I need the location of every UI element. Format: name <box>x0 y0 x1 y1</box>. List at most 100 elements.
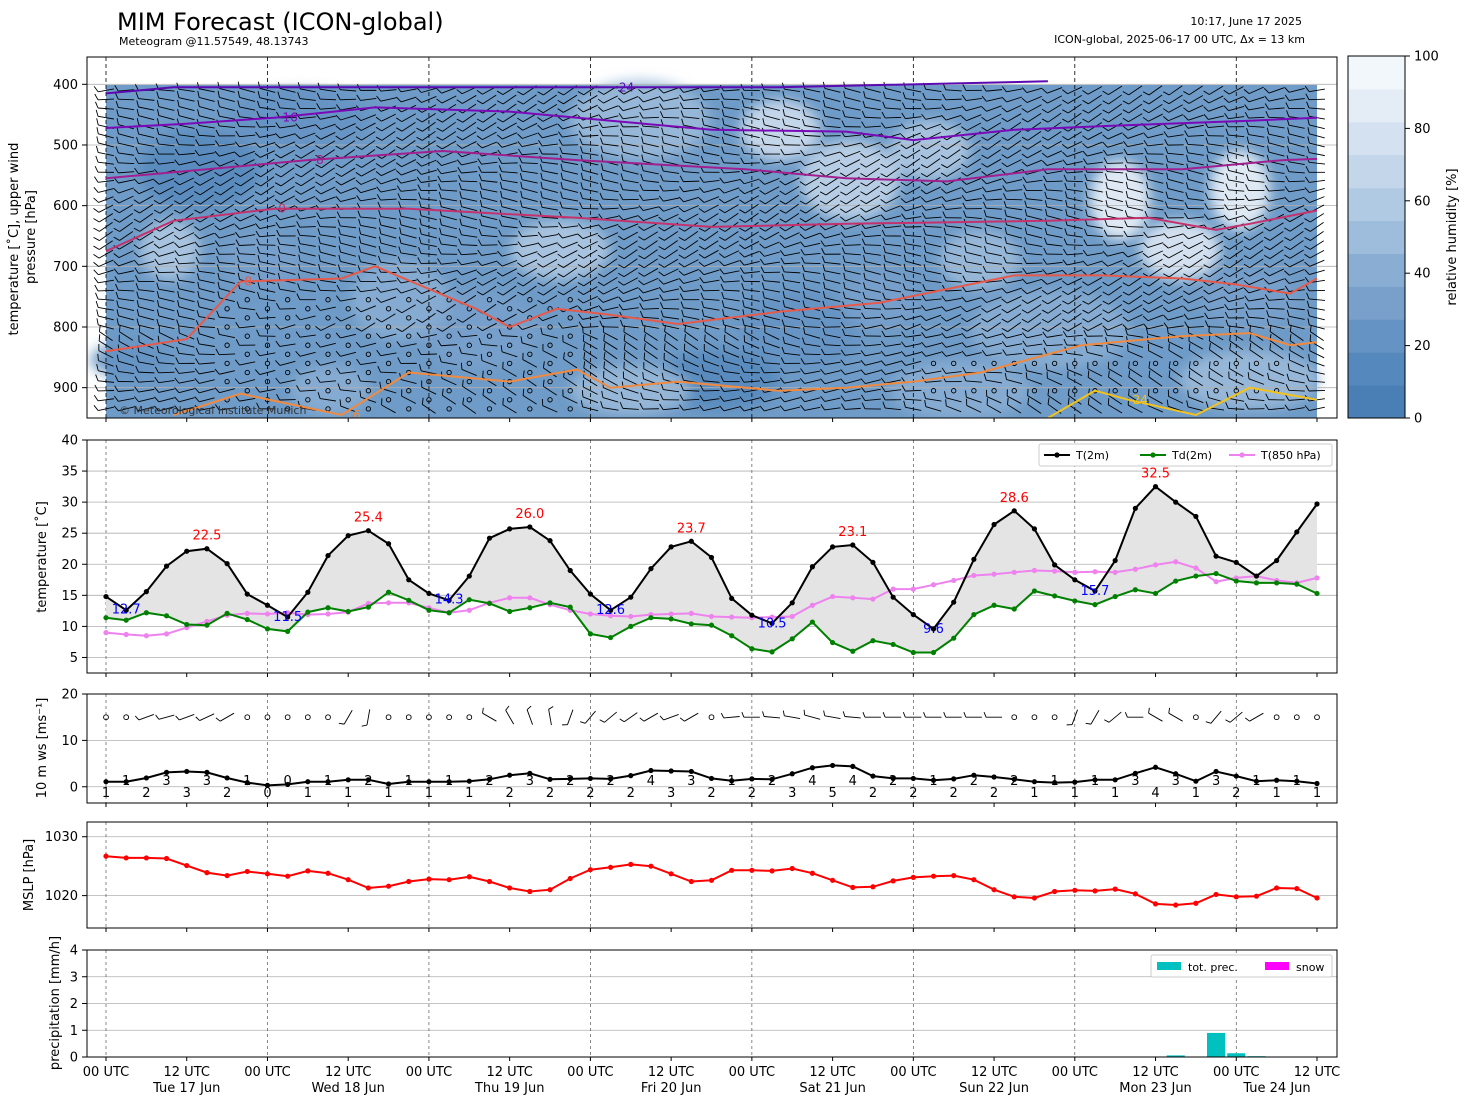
wind-barb-shaft <box>340 114 356 121</box>
wind-barb-shaft <box>239 253 256 256</box>
wind-barb-flag <box>234 141 240 148</box>
calm-wind-marker <box>264 324 271 330</box>
wind-barb-shaft <box>280 149 295 159</box>
wind-barb-flag <box>197 290 200 298</box>
wind-barb-flag <box>278 254 281 262</box>
wind-barb <box>93 249 114 259</box>
calm-wind-marker <box>224 306 230 312</box>
wind-barb-flag <box>153 243 160 249</box>
wind-barb-flag <box>156 318 160 326</box>
wind-barb-shaft <box>138 162 155 164</box>
wind-barb-shaft <box>118 89 135 92</box>
wind-barb-flag <box>214 368 220 375</box>
wind-barb <box>216 264 236 275</box>
wind-barb-shaft <box>98 249 114 259</box>
wind-barb-shaft <box>118 179 135 184</box>
wind-barb-shaft <box>138 371 155 374</box>
wind-barb-shaft <box>239 288 256 294</box>
wind-barb <box>257 291 276 302</box>
calm-wind-marker <box>224 360 230 367</box>
wind-barb <box>93 86 114 93</box>
wind-barb-flag <box>216 256 220 263</box>
wind-barb-flag <box>295 213 301 220</box>
wind-barb-flag <box>295 198 301 204</box>
wind-barb-shaft <box>299 260 316 266</box>
wind-barb-shaft <box>158 325 175 329</box>
wind-barb-flag <box>133 259 139 266</box>
wind-barb-shaft <box>219 88 235 93</box>
wind-barb <box>217 272 235 284</box>
location-subtitle: Meteogram @11.57549, 48.13743 <box>119 35 309 48</box>
wind-barb-shaft <box>240 167 255 177</box>
wind-barb <box>153 186 174 195</box>
wind-barb <box>174 387 195 394</box>
wind-barb <box>194 241 215 248</box>
wind-barb <box>275 132 296 139</box>
wind-barb-flag <box>154 258 160 265</box>
wind-barb <box>338 236 357 248</box>
wind-barb-shaft <box>279 125 296 129</box>
rh-patch <box>220 230 300 290</box>
wind-barb-flag <box>174 387 180 393</box>
wind-barb-shaft <box>178 144 195 146</box>
wind-barb-shaft <box>320 279 336 284</box>
wind-barb-shaft <box>178 115 195 121</box>
calm-wind-marker <box>244 388 250 394</box>
wind-barb-shaft <box>97 298 115 301</box>
wind-barb-flag <box>94 176 99 183</box>
wind-barb-shaft <box>138 315 155 321</box>
wind-barb-flag <box>133 227 140 232</box>
wind-barb <box>315 304 336 311</box>
wind-barb-flag <box>196 264 200 272</box>
wind-barb-flag <box>197 281 200 289</box>
wind-barb <box>176 309 195 321</box>
wind-barb-shaft <box>341 140 356 150</box>
wind-barb-shaft <box>663 116 680 119</box>
wind-barb-flag <box>277 246 281 253</box>
wind-barb-shaft <box>158 177 175 185</box>
wind-barb <box>315 140 336 150</box>
wind-barb-shaft <box>139 241 154 250</box>
wind-barb-flag <box>135 147 139 154</box>
wind-barb-flag <box>257 272 261 280</box>
wind-barb-shaft <box>198 362 215 365</box>
wind-barb <box>214 213 235 222</box>
calm-wind-marker <box>224 378 230 385</box>
wind-barb-flag <box>95 109 99 117</box>
wind-barb-shaft <box>178 288 195 293</box>
wind-barb-shaft <box>299 389 316 392</box>
wind-barb-shaft <box>138 406 155 412</box>
wind-barb-shaft <box>159 186 174 195</box>
wind-barb-shaft <box>199 177 215 186</box>
wind-barb <box>256 402 276 410</box>
wind-barb-shaft <box>501 162 518 164</box>
wind-barb <box>315 359 336 366</box>
wind-barb-flag <box>174 250 180 256</box>
wind-barb-flag <box>93 405 99 411</box>
wind-barb-shaft <box>118 370 135 375</box>
wind-barb <box>235 239 256 246</box>
wind-barb-flag <box>98 344 100 351</box>
wind-barb <box>237 100 256 111</box>
wind-barb-flag <box>153 189 160 195</box>
wind-barb-shaft <box>279 379 296 384</box>
wind-barb-flag <box>197 99 200 107</box>
wind-barb-flag <box>116 118 119 125</box>
wind-barb-flag <box>295 123 301 129</box>
wind-barb-flag <box>95 155 99 163</box>
calm-wind-marker <box>264 360 271 367</box>
wind-barb <box>93 213 114 223</box>
wind-barb <box>257 254 276 266</box>
wind-barb <box>214 203 235 214</box>
wind-barb-flag <box>194 170 200 176</box>
wind-barb-shaft <box>198 326 215 328</box>
wind-barb <box>95 109 114 120</box>
wind-barb <box>275 340 296 347</box>
wind-barb-shaft <box>259 298 276 302</box>
wind-barb <box>174 396 195 403</box>
wind-barb <box>98 344 114 359</box>
wind-barb-flag <box>136 100 139 108</box>
wind-barb-shaft <box>118 350 134 358</box>
wind-barb-shaft <box>98 152 114 157</box>
wind-barb-flag <box>274 199 281 204</box>
